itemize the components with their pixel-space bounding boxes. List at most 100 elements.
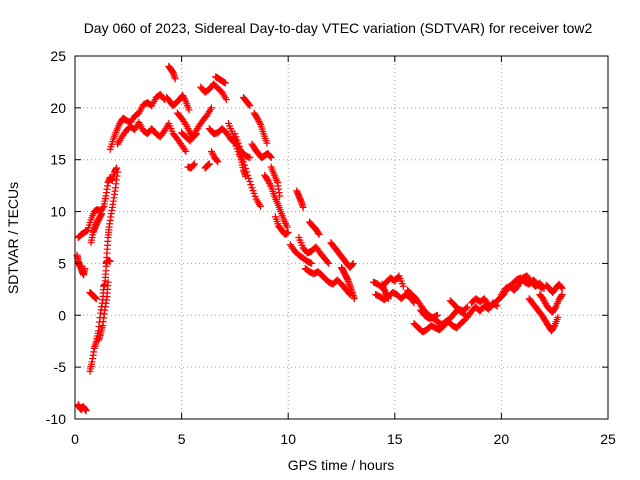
data-series-t48 (536, 291, 566, 316)
data-series-t26 (261, 171, 291, 231)
data-series-t33 (306, 218, 323, 238)
data-point-marker (245, 101, 253, 109)
data-point-marker (554, 313, 562, 321)
data-point-marker (209, 151, 217, 159)
data-point-marker (181, 146, 189, 154)
data-point-marker (208, 149, 216, 157)
data-point-marker (539, 295, 547, 303)
x-tick-label: 15 (387, 431, 403, 447)
data-point-marker (551, 304, 559, 312)
data-point-marker (256, 119, 264, 127)
data-point-marker (267, 154, 275, 162)
data-series-t29 (293, 187, 307, 211)
data-point-marker (171, 75, 179, 83)
data-series-t23 (231, 130, 250, 180)
data-point-marker (247, 181, 255, 189)
data-point-marker (484, 299, 492, 307)
x-tick-label: 25 (600, 431, 616, 447)
data-point-marker (299, 203, 307, 211)
data-point-marker (182, 147, 190, 155)
data-point-marker (99, 204, 107, 212)
data-series-t49 (542, 280, 566, 296)
data-point-marker (463, 303, 471, 311)
data-point-marker (181, 96, 189, 104)
y-tick-label: -10 (46, 411, 66, 427)
data-point-marker (190, 160, 198, 168)
data-series-t16 (197, 80, 230, 104)
y-tick-label: 25 (50, 48, 66, 64)
data-point-marker (179, 91, 187, 99)
data-point-marker (190, 161, 198, 169)
data-point-marker (207, 147, 215, 155)
data-point-marker (265, 178, 273, 186)
y-tick-label: 20 (50, 100, 66, 116)
data-series-t27 (267, 163, 284, 200)
data-point-marker (540, 296, 548, 304)
data-series-t22 (239, 93, 254, 110)
plot-frame (74, 55, 609, 420)
x-tick-label: 10 (280, 431, 296, 447)
data-point-marker (349, 259, 357, 267)
data-point-marker (234, 139, 242, 147)
data-point-marker (266, 180, 274, 188)
data-point-marker (246, 102, 254, 110)
data-series-t28 (271, 213, 292, 238)
data-series-t8 (102, 256, 114, 267)
data-series-t4 (86, 288, 100, 303)
chart-title: Day 060 of 2023, Sidereal Day-to-day VTE… (84, 20, 593, 36)
data-series-t30 (286, 241, 316, 267)
data-point-marker (348, 260, 356, 268)
y-tick-label: 10 (50, 204, 66, 220)
data-point-marker (81, 265, 89, 273)
data-series-t35 (327, 239, 357, 272)
x-tick-label: 20 (494, 431, 510, 447)
data-point-marker (114, 168, 122, 176)
data-series-t17 (201, 160, 213, 172)
grid-lines (75, 56, 608, 419)
data-series-t3 (74, 164, 121, 241)
data-series-t44 (468, 295, 493, 309)
data-point-marker (231, 130, 239, 138)
data-point-marker (207, 104, 215, 112)
data-point-marker (266, 181, 274, 189)
y-tick-label: 0 (58, 307, 66, 323)
data-point-marker (433, 311, 441, 319)
data-point-marker (557, 283, 565, 291)
data-point-marker (253, 114, 261, 122)
data-series-t15 (184, 160, 198, 172)
data-point-marker (557, 292, 565, 300)
data-point-marker (181, 119, 189, 127)
data-series-t10 (114, 118, 190, 155)
y-tick-label: 15 (50, 152, 66, 168)
data-series-t31 (295, 234, 333, 267)
data-series-t42 (416, 306, 441, 322)
data-series-t47 (525, 295, 562, 335)
data-point-marker (460, 316, 468, 324)
data-series-t19 (207, 147, 222, 166)
data-series-t39 (378, 280, 392, 303)
data-point-marker (246, 154, 254, 162)
data-point-marker (256, 202, 264, 210)
data-series-t9 (106, 90, 169, 153)
data-point-marker (558, 284, 566, 292)
data-series-t6 (86, 168, 122, 375)
data-point-marker (180, 95, 188, 103)
data-point-marker (462, 304, 470, 312)
x-tick-label: 0 (71, 431, 79, 447)
data-point-marker (92, 295, 100, 303)
data-series-t2 (73, 251, 89, 279)
data-series-t25 (248, 140, 275, 162)
y-tick-label: -5 (54, 359, 67, 375)
data-point-marker (222, 96, 230, 104)
x-tick-label: 5 (178, 431, 186, 447)
data-series-t11 (165, 62, 179, 83)
data-point-marker (185, 106, 193, 114)
data-point-marker (213, 157, 221, 165)
data-point-marker (233, 136, 241, 144)
y-axis-label: SDTVAR / TECUs (5, 182, 21, 294)
data-series-t7 (94, 278, 112, 344)
data-series-t5 (87, 210, 106, 247)
data-point-marker (205, 160, 213, 168)
data-point-marker (384, 295, 392, 303)
data-series-t46 (497, 272, 548, 299)
